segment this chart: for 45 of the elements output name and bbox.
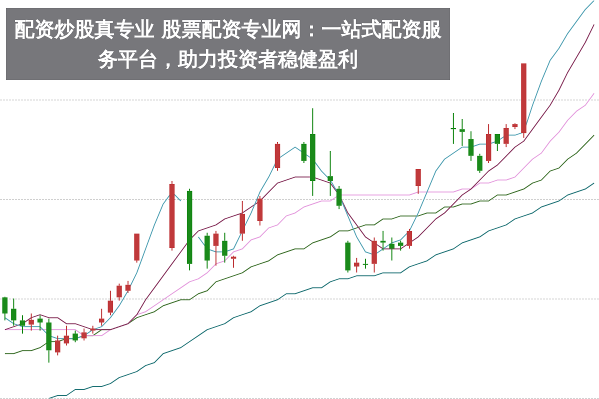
candlestick <box>134 234 140 264</box>
candlestick <box>98 308 104 326</box>
candlestick <box>310 108 316 196</box>
candlestick <box>398 240 404 252</box>
candlestick <box>64 325 70 346</box>
candlestick <box>521 63 526 138</box>
candlestick <box>11 298 16 326</box>
candlestick <box>20 314 26 334</box>
candlestick <box>28 313 34 332</box>
candlestick <box>116 283 122 302</box>
candlestick <box>389 237 394 262</box>
candlestick <box>37 314 43 332</box>
candlestick <box>213 230 219 266</box>
candlestick <box>504 124 509 148</box>
candlestick <box>406 228 412 250</box>
candlestick <box>477 153 482 174</box>
candlestick <box>372 237 377 274</box>
candlestick <box>2 297 8 321</box>
candlestick <box>512 122 518 130</box>
candlestick <box>55 335 60 356</box>
candlestick <box>328 150 333 196</box>
candlestick <box>240 200 245 242</box>
candlestick <box>81 328 87 341</box>
chart-title: 配资炒股真专业 股票配资专业网：一站式配资服务平台，助力投资者稳健盈利 <box>14 16 442 73</box>
candlestick <box>460 118 465 146</box>
candlestick <box>468 130 474 162</box>
candlestick <box>186 188 192 271</box>
candlestick <box>72 330 78 343</box>
candlestick <box>169 180 175 252</box>
candlestick <box>354 257 360 274</box>
candlestick <box>204 232 210 270</box>
candlestick <box>336 186 342 210</box>
candlestick <box>301 142 307 164</box>
candlestick <box>125 280 131 294</box>
candlestick <box>108 290 114 316</box>
candlestick <box>222 232 228 264</box>
candlestick <box>230 255 236 268</box>
candlestick <box>274 142 280 172</box>
candlestick <box>257 195 263 226</box>
candlestick <box>416 168 421 194</box>
candlestick <box>46 318 52 364</box>
candlestick <box>494 134 500 152</box>
candlestick <box>90 325 96 334</box>
candlestick <box>362 258 368 270</box>
candlestick <box>486 124 492 164</box>
